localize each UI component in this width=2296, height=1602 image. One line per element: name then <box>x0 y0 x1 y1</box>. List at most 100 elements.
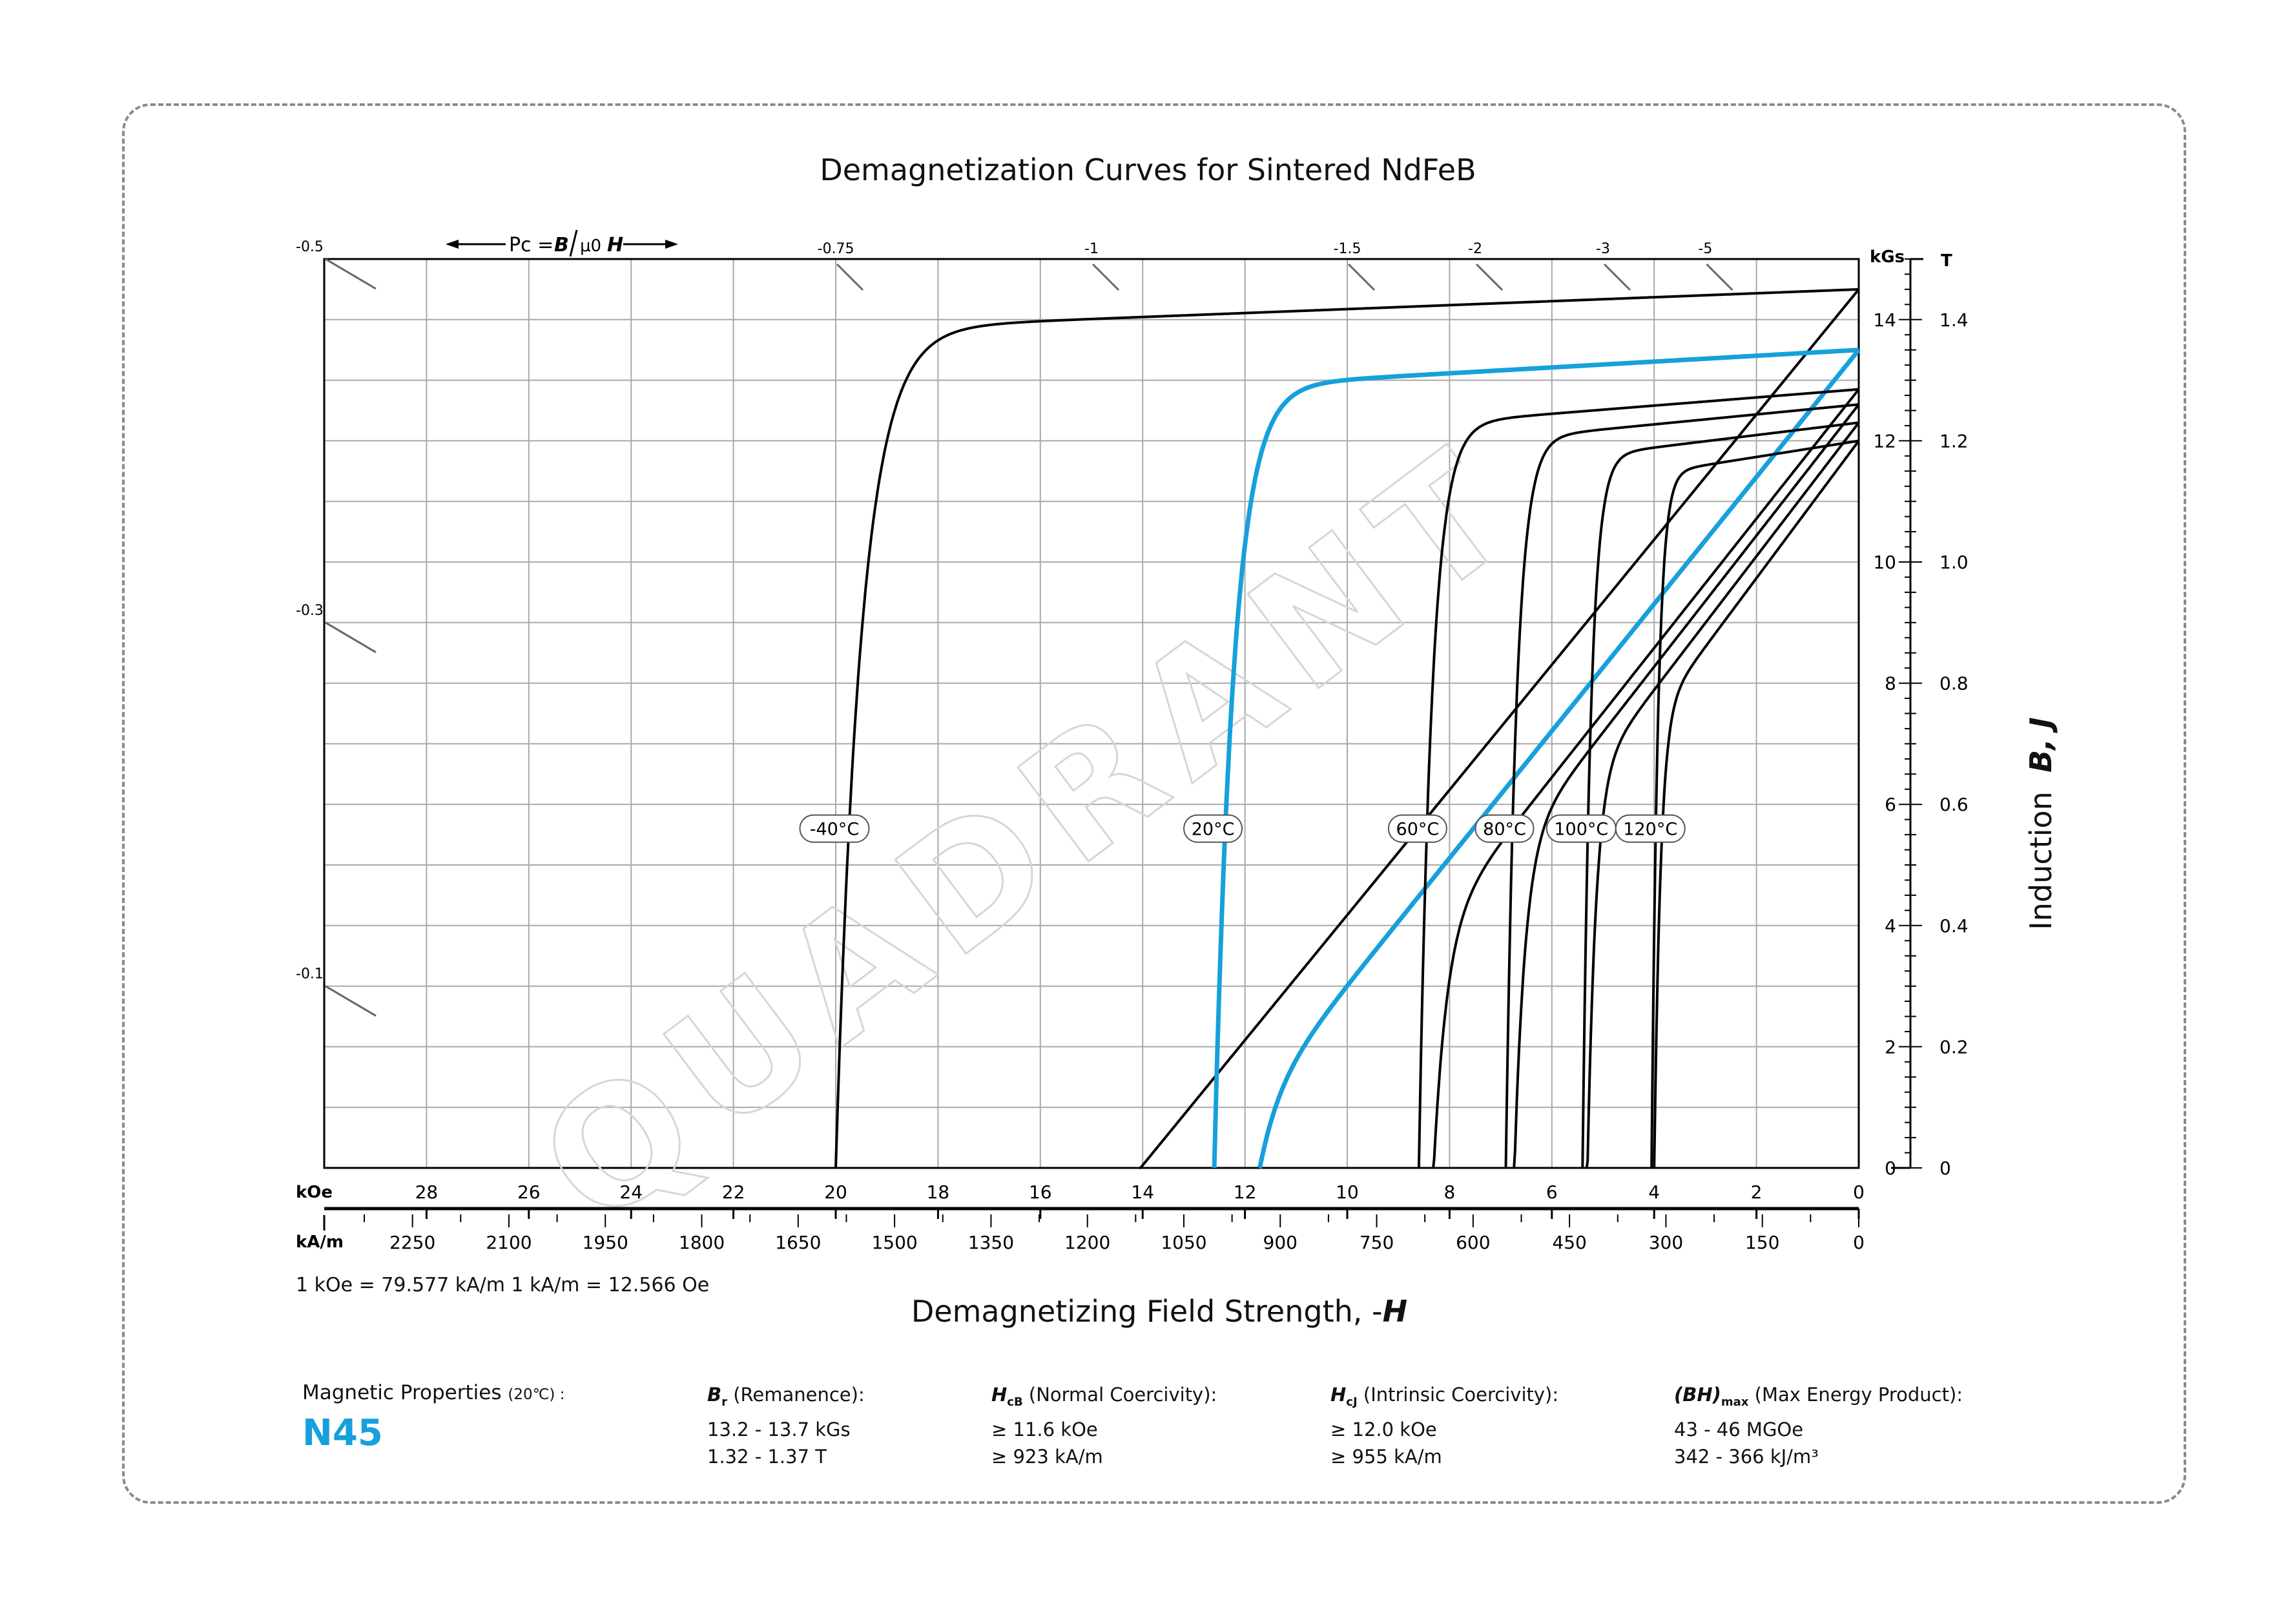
pc-label-prefix: Pc = <box>509 234 553 256</box>
series-label: -40°C <box>810 820 859 840</box>
permeance-mark <box>325 985 377 1017</box>
y-tick-label-t: 1.0 <box>1939 552 1969 573</box>
y-tick-label-kgs: 0 <box>1885 1158 1896 1179</box>
y-axis-title: Induction B, J <box>2023 501 2058 1147</box>
y-tick-label-kgs: 8 <box>1885 673 1896 694</box>
b-curve-20°C <box>1257 348 1861 1169</box>
grid: QUADRANT <box>323 258 1860 1263</box>
chart-title: Demagnetization Curves for Sintered NdFe… <box>820 152 1476 187</box>
x-tick-label-kam: 1500 <box>871 1232 917 1253</box>
y-tick-label-kgs: 6 <box>1885 794 1896 815</box>
pc-label-h: H <box>607 234 623 256</box>
pc-label-b: B <box>554 234 569 256</box>
prop-hcj-value-1: ≥ 12.0 kOe <box>1330 1418 1437 1441</box>
magnetic-properties-temp: (20℃) : <box>508 1386 565 1403</box>
curve-labels: -40°C 20°C 60°C 80°C 100°C 120°C <box>799 814 1686 843</box>
series-label: 100°C <box>1554 820 1608 840</box>
x-tick-label-koe: 18 <box>927 1181 950 1203</box>
x-tick-label-kam: 2100 <box>486 1232 532 1253</box>
x-tick-label-koe: 22 <box>722 1181 745 1203</box>
series-label-box <box>1474 814 1535 843</box>
x-tick-label-koe: 16 <box>1029 1181 1052 1203</box>
permeance-lines: -0.5 -0.3 -0.1 -0.75 -1 -1.5 -2 -3 -5 <box>296 239 1733 1017</box>
x-tick-label-koe: 14 <box>1131 1181 1154 1203</box>
j-curve-100°C <box>1581 421 1859 1169</box>
y-axis-title-symbols: B, J <box>2023 717 2058 773</box>
x-tick-label-kam: 1350 <box>968 1232 1014 1253</box>
y-tick-label-kgs: 10 <box>1873 552 1896 573</box>
x-unit-koe: kOe <box>296 1183 333 1202</box>
permeance-mark <box>1475 263 1504 291</box>
y-tick-label-t: 0.4 <box>1939 915 1969 937</box>
plot-border <box>323 258 1860 1169</box>
y-tick-label-t: 0 <box>1939 1158 1951 1179</box>
x-tick-label-kam: 1650 <box>775 1232 821 1253</box>
series-label: 20°C <box>1192 820 1235 840</box>
y-unit-t: T <box>1941 251 1952 271</box>
x-tick-label-kam: 1050 <box>1161 1232 1206 1253</box>
j-curve-20°C <box>1212 348 1859 1169</box>
permeance-label: -0.75 <box>818 241 854 257</box>
permeance-label: -1 <box>1084 241 1099 257</box>
prop-remanence-value-1: 13.2 - 13.7 kGs <box>707 1418 851 1441</box>
y-tick-label-t: 0.6 <box>1939 794 1969 815</box>
x-tick-label-koe: 12 <box>1234 1181 1257 1203</box>
x-tick-label-koe: 2 <box>1751 1181 1763 1203</box>
permeance-label: -5 <box>1698 241 1712 257</box>
prop-hcb-value-2: ≥ 923 kA/m <box>991 1445 1103 1468</box>
y-tick-label-t: 1.2 <box>1939 430 1969 452</box>
series-label-box <box>799 814 870 843</box>
x-tick-label-koe: 10 <box>1336 1181 1359 1203</box>
x-unit-kam: kA/m <box>296 1233 344 1252</box>
x-tick-label-koe: 26 <box>517 1181 541 1203</box>
y-unit-kgs: kGs <box>1870 247 1905 267</box>
x-tick-label-koe: 6 <box>1546 1181 1558 1203</box>
x-tick-label-koe: 20 <box>824 1181 847 1203</box>
series-label-box <box>1387 814 1447 843</box>
prop-bhmax-value-2: 342 - 366 kJ/m³ <box>1674 1445 1819 1468</box>
prop-remanence-value-2: 1.32 - 1.37 T <box>707 1445 827 1468</box>
x-tick-label-kam: 1800 <box>679 1232 725 1253</box>
permeance-label: -0.1 <box>296 966 324 983</box>
permeance-mark <box>1603 263 1631 291</box>
curves <box>834 287 1861 1169</box>
series-label: 120°C <box>1623 820 1677 840</box>
x-tick-label-kam: 450 <box>1552 1232 1586 1253</box>
prop-bhmax-value-1: 43 - 46 MGOe <box>1674 1418 1804 1441</box>
j-curve-80°C <box>1504 403 1859 1169</box>
y-tick-label-t: 0.2 <box>1939 1036 1969 1057</box>
permeance-label: -0.3 <box>296 603 324 619</box>
x-tick-label-koe: 8 <box>1443 1181 1455 1203</box>
page-frame <box>122 103 2186 1504</box>
prop-hcb-value-1: ≥ 11.6 kOe <box>991 1418 1098 1441</box>
permeance-mark <box>325 621 377 654</box>
j-curve--40°C <box>834 287 1859 1169</box>
magnetic-properties-label: Magnetic Properties (20℃) : <box>302 1381 565 1404</box>
y-tick-label-t: 0.8 <box>1939 673 1969 694</box>
pc-label-mu: μ0 <box>580 236 601 256</box>
pc-annotation: Pc = B μ0 H <box>446 229 678 257</box>
j-curve-60°C <box>1417 388 1859 1169</box>
y-tick-label-kgs: 14 <box>1873 309 1896 331</box>
x-tick-label-kam: 1950 <box>583 1232 628 1253</box>
permeance-mark <box>1347 263 1376 291</box>
y-tick-label-kgs: 2 <box>1885 1036 1896 1057</box>
grade-label: N45 <box>302 1412 383 1454</box>
permeance-label: -0.5 <box>296 239 324 255</box>
permeance-mark <box>325 258 377 290</box>
x-tick-label-koe: 0 <box>1853 1181 1865 1203</box>
permeance-label: -2 <box>1468 241 1482 257</box>
prop-max-energy-product: (BH)max (Max Energy Product): 43 - 46 MG… <box>1674 1381 1963 1470</box>
x-tick-label-kam: 750 <box>1360 1232 1394 1253</box>
permeance-mark <box>1706 263 1733 291</box>
x-tick-label-kam: 600 <box>1456 1232 1490 1253</box>
series-label-box <box>1183 814 1243 843</box>
b-curve-100°C <box>1585 422 1860 1169</box>
y-tick-label-kgs: 12 <box>1873 430 1896 452</box>
axes: kOe 28 26 24 22 20 18 16 14 12 10 8 6 4 2 0kA/m 2250 2100… <box>296 247 1969 1253</box>
x-tick-label-kam: 1200 <box>1064 1232 1110 1253</box>
permeance-mark <box>1091 263 1120 291</box>
x-tick-label-koe: 4 <box>1648 1181 1660 1203</box>
y-axis-title-text: Induction <box>2023 791 2058 930</box>
